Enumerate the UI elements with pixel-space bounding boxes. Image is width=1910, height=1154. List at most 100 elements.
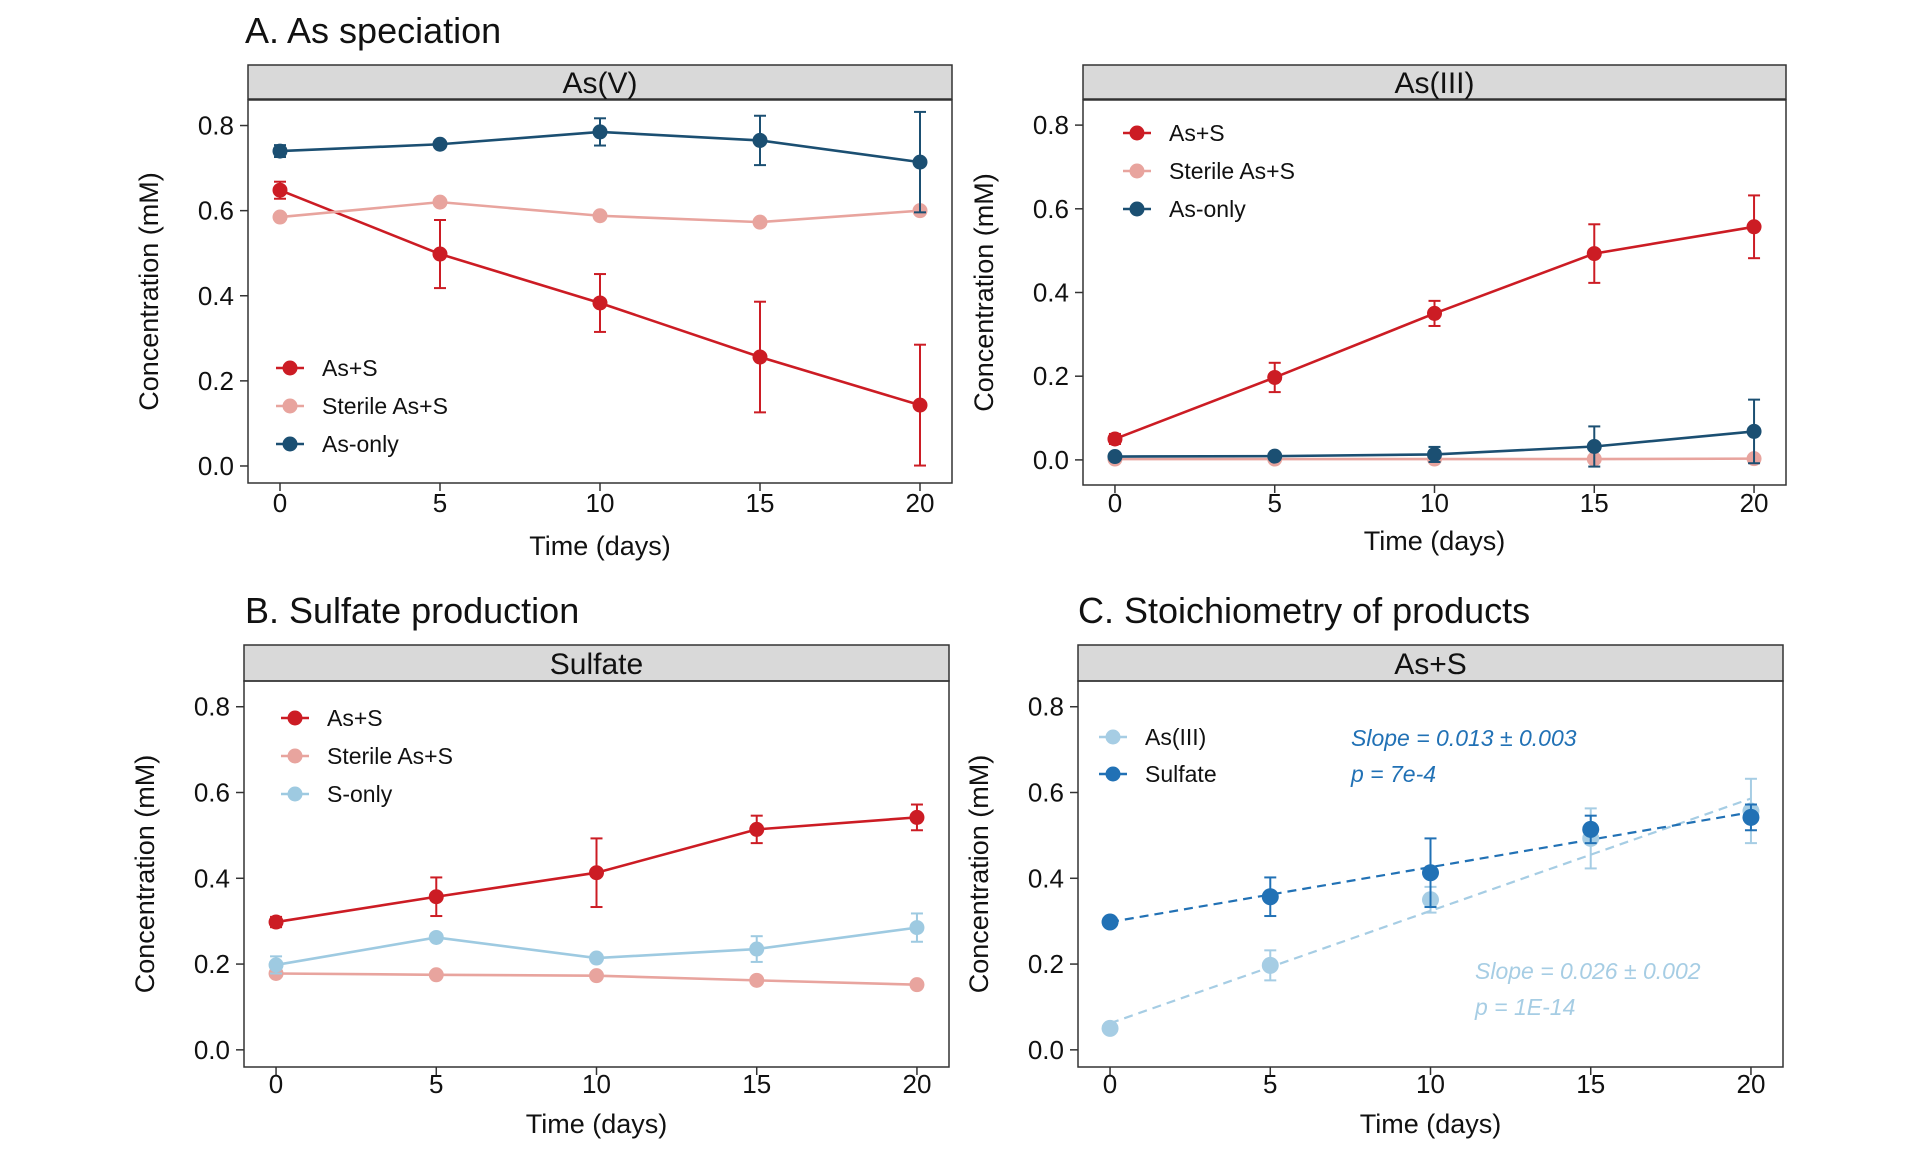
data-point [432, 246, 448, 262]
legend-key-point [1105, 766, 1121, 782]
y-tick-label: 0.8 [1028, 692, 1064, 722]
panel-strip-label: As+S [1394, 648, 1467, 681]
x-tick-label: 5 [429, 1069, 443, 1099]
y-tick-label: 0.0 [194, 1035, 230, 1065]
data-point [1586, 246, 1602, 262]
panel-strip [1077, 644, 1784, 682]
fit-line [1109, 797, 1752, 1025]
p-value-annotation: p = 1E-14 [1474, 994, 1575, 1020]
x-tick-label: 20 [902, 1069, 931, 1099]
y-axis-title: Concentration (mM) [134, 172, 164, 411]
legend-label: Sterile As+S [327, 743, 453, 769]
y-tick-label: 0.2 [198, 366, 234, 396]
y-axis-title: Concentration (mM) [964, 755, 994, 994]
x-axis-title: Time (days) [1360, 1109, 1502, 1139]
legend-label: As-only [1169, 196, 1246, 222]
y-tick-label: 0.0 [1033, 445, 1069, 475]
legend-key-point [1105, 729, 1121, 745]
y-tick-label: 0.4 [194, 863, 230, 893]
legend-label: Sulfate [1145, 761, 1217, 787]
data-point [1746, 423, 1762, 439]
panel-asv: As(V) 0.0 0.2 0.4 0.6 0.8 0 5 10 15 20 Time (days) C… [134, 64, 953, 561]
data-point [749, 972, 765, 988]
x-tick-label: 15 [746, 488, 775, 518]
x-tick-label: 15 [1576, 1069, 1605, 1099]
x-tick-label: 10 [586, 488, 615, 518]
y-tick-label: 0.4 [1033, 278, 1069, 308]
panel-strip-label: As(V) [563, 67, 638, 100]
data-point [592, 124, 608, 140]
y-tick-label: 0.4 [1028, 863, 1064, 893]
x-tick-label: 0 [269, 1069, 283, 1099]
data-point [1101, 1019, 1119, 1037]
x-tick-label: 5 [1263, 1069, 1277, 1099]
data-point [752, 349, 768, 365]
y-tick-label: 0.8 [194, 692, 230, 722]
y-tick-label: 0.8 [198, 111, 234, 141]
legend-label: Sterile As+S [322, 393, 448, 419]
legend-key-point [1129, 163, 1145, 179]
series-line [1114, 225, 1755, 441]
x-tick-label: 20 [1740, 488, 1769, 518]
data-point [752, 214, 768, 230]
panel-strip [1082, 64, 1787, 100]
section-title-b: B. Sulfate production [245, 590, 579, 631]
data-point [592, 208, 608, 224]
data-point [1427, 305, 1442, 321]
data-point [912, 154, 928, 170]
x-tick-label: 20 [1736, 1069, 1765, 1099]
slope-annotation: Slope = 0.013 ± 0.003 [1351, 725, 1577, 751]
legend-label: As+S [327, 705, 383, 731]
data-point [428, 929, 444, 945]
p-value-annotation: p = 7e-4 [1350, 761, 1436, 787]
x-axis-title: Time (days) [529, 531, 671, 561]
data-point [1582, 820, 1600, 838]
data-point [1101, 913, 1119, 931]
data-point [1107, 449, 1123, 465]
y-axis-title: Concentration (mM) [130, 755, 160, 994]
data-point [432, 194, 448, 210]
panel-strip [247, 64, 953, 100]
x-tick-label: 20 [906, 488, 935, 518]
legend-label: As(III) [1145, 724, 1206, 750]
data-point [749, 821, 765, 837]
data-point [912, 397, 928, 413]
x-tick-label: 15 [1580, 488, 1609, 518]
legend-key-point [282, 398, 298, 414]
data-point [909, 809, 925, 825]
data-point [909, 920, 925, 936]
data-point [268, 914, 284, 930]
data-point [1107, 431, 1123, 447]
y-tick-label: 0.2 [1028, 949, 1064, 979]
y-tick-label: 0.4 [198, 281, 234, 311]
legend-label: As+S [1169, 120, 1225, 146]
panel-strip-label: Sulfate [550, 648, 643, 681]
data-point [749, 941, 765, 957]
data-point [272, 182, 288, 198]
panel-stoich: As+S 0.0 0.2 0.4 0.6 0.8 0 5 10 15 20 Time (days) Co… [964, 644, 1784, 1139]
data-point [1267, 369, 1283, 385]
data-point [1586, 439, 1602, 454]
x-tick-label: 0 [1103, 1069, 1117, 1099]
data-point [428, 967, 444, 983]
data-point [272, 143, 288, 159]
x-tick-label: 0 [273, 488, 287, 518]
y-tick-label: 0.8 [1033, 110, 1069, 140]
x-axis-title: Time (days) [1364, 526, 1506, 556]
section-title-a: A. As speciation [245, 10, 501, 51]
x-tick-label: 10 [1416, 1069, 1445, 1099]
legend-key-point [287, 748, 303, 764]
data-point [589, 865, 604, 881]
data-point [589, 968, 604, 984]
x-tick-label: 10 [1420, 488, 1449, 518]
y-tick-label: 0.6 [198, 196, 234, 226]
data-point [432, 136, 448, 152]
y-axis-title: Concentration (mM) [969, 173, 999, 412]
data-point [272, 209, 288, 225]
x-tick-label: 5 [433, 488, 447, 518]
data-point [1267, 448, 1283, 464]
y-tick-label: 0.0 [198, 451, 234, 481]
x-tick-label: 0 [1108, 488, 1122, 518]
data-point [589, 950, 604, 966]
